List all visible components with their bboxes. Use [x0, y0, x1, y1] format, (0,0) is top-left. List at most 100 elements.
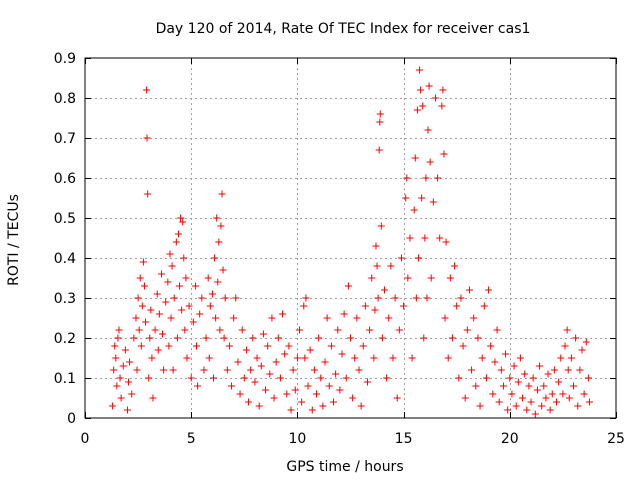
data-point: [205, 354, 213, 362]
data-point: [218, 190, 226, 198]
data-point: [228, 382, 236, 390]
data-point: [177, 214, 185, 222]
data-point: [584, 374, 592, 382]
data-point: [216, 326, 224, 334]
data-point: [378, 334, 386, 342]
data-point: [439, 86, 447, 94]
data-point: [287, 406, 295, 414]
data-point: [166, 250, 174, 258]
data-point: [502, 350, 510, 358]
data-point: [183, 354, 191, 362]
data-point: [540, 382, 548, 390]
data-point: [482, 374, 490, 382]
data-point: [416, 66, 424, 74]
data-point: [173, 334, 181, 342]
data-point: [259, 330, 267, 338]
data-point: [143, 134, 151, 142]
data-point: [193, 342, 201, 350]
data-point: [506, 374, 514, 382]
data-point: [355, 366, 363, 374]
data-point: [538, 402, 546, 410]
data-point: [544, 370, 552, 378]
data-point: [423, 294, 431, 302]
data-point: [410, 206, 418, 214]
data-point: [446, 274, 454, 282]
data-point: [179, 218, 187, 226]
data-point: [427, 274, 435, 282]
data-point: [493, 326, 501, 334]
data-point: [402, 194, 410, 202]
data-point: [400, 302, 408, 310]
data-point: [291, 386, 299, 394]
data-point: [489, 390, 497, 398]
data-point: [404, 274, 412, 282]
data-point: [128, 390, 136, 398]
data-point: [159, 330, 167, 338]
data-point: [153, 290, 161, 298]
data-point: [563, 326, 571, 334]
data-point: [136, 274, 144, 282]
data-point: [542, 394, 550, 402]
data-point: [371, 306, 379, 314]
data-point: [557, 354, 565, 362]
data-point: [327, 342, 335, 350]
data-point: [160, 366, 168, 374]
data-point: [332, 370, 340, 378]
data-point: [338, 350, 346, 358]
data-point: [453, 302, 461, 310]
data-point: [138, 302, 146, 310]
data-point: [474, 334, 482, 342]
data-point: [395, 326, 403, 334]
data-point: [270, 394, 278, 402]
y-tick-label: 0.6: [54, 171, 76, 187]
data-point: [113, 382, 121, 390]
data-point: [499, 382, 507, 390]
axis-ticks: [85, 58, 617, 419]
data-point: [550, 366, 558, 374]
data-point: [315, 334, 323, 342]
data-point: [523, 406, 531, 414]
data-point: [255, 402, 263, 410]
data-point: [470, 314, 478, 322]
data-point: [146, 334, 154, 342]
data-point: [162, 298, 170, 306]
data-point: [417, 86, 425, 94]
data-point: [289, 366, 297, 374]
data-point: [236, 390, 244, 398]
data-point: [313, 390, 321, 398]
data-point: [572, 334, 580, 342]
data-point: [357, 402, 365, 410]
y-tick-label: 0.2: [54, 331, 76, 347]
data-point: [139, 258, 147, 266]
data-point: [436, 234, 444, 242]
data-point: [266, 370, 274, 378]
data-point: [465, 286, 473, 294]
data-point: [135, 326, 143, 334]
data-point: [519, 394, 527, 402]
data-point: [478, 354, 486, 362]
data-point: [555, 378, 563, 386]
data-point: [334, 326, 342, 334]
data-point: [123, 406, 131, 414]
x-tick-label: 20: [501, 431, 519, 447]
data-point: [373, 262, 381, 270]
data-point: [383, 374, 391, 382]
data-point: [274, 334, 282, 342]
x-tick-label: 5: [187, 431, 196, 447]
data-point: [418, 194, 426, 202]
data-point: [580, 390, 588, 398]
data-point: [459, 342, 467, 350]
data-point: [548, 390, 556, 398]
data-point: [178, 306, 186, 314]
data-point: [442, 238, 450, 246]
x-axis-label: GPS time / hours: [286, 459, 403, 475]
data-point: [174, 230, 182, 238]
data-point: [319, 402, 327, 410]
data-point: [342, 374, 350, 382]
data-point: [143, 86, 151, 94]
data-point: [578, 346, 586, 354]
data-point: [264, 342, 272, 350]
chart-title: Day 120 of 2014, Rate Of TEC Index for r…: [156, 21, 531, 37]
y-tick-label: 0.7: [54, 131, 76, 147]
data-point: [196, 310, 204, 318]
